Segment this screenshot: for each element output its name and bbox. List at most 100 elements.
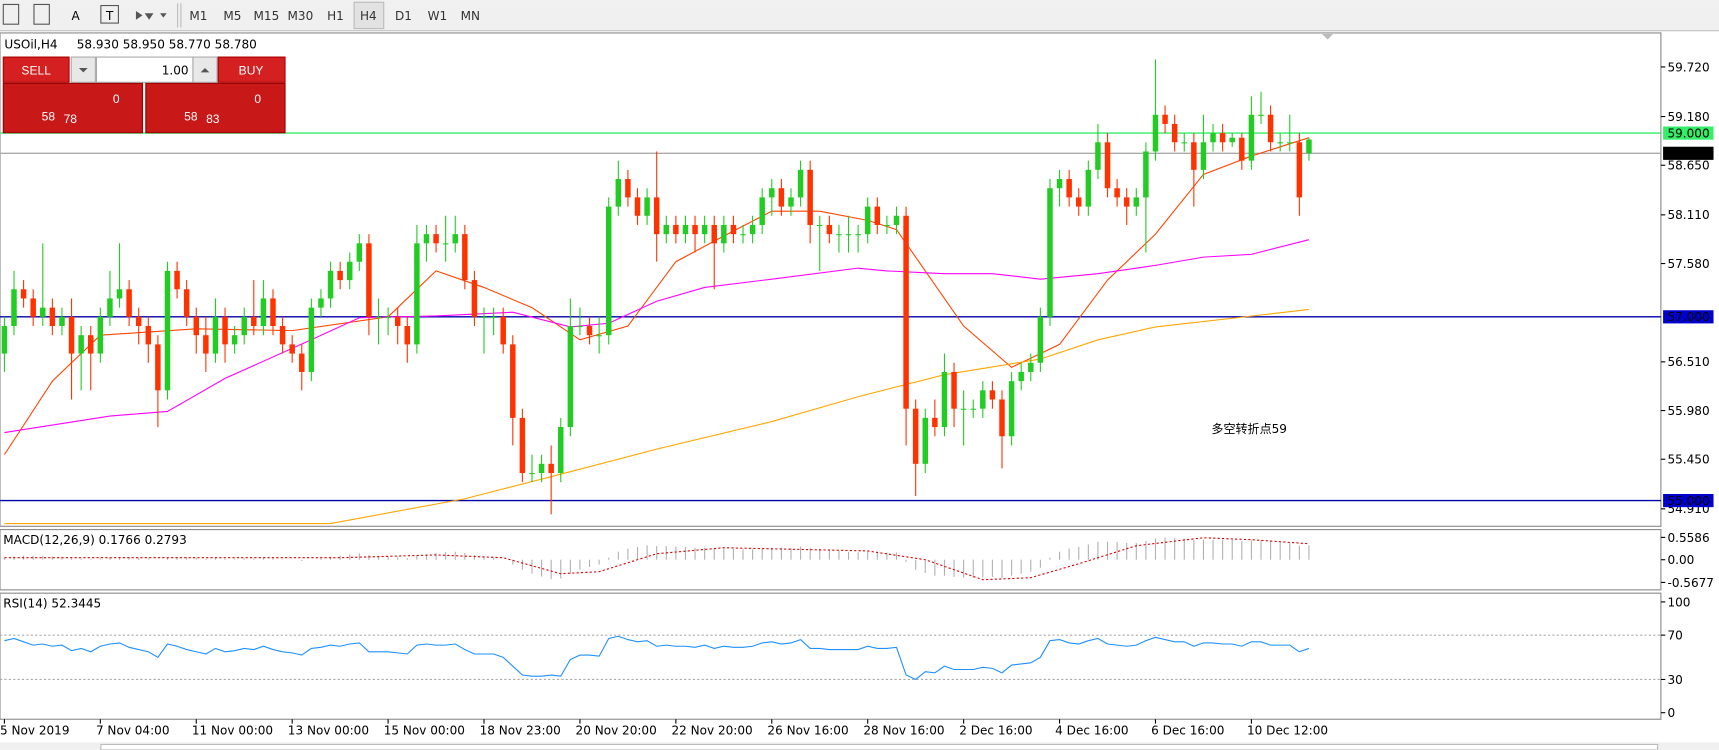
bid-box[interactable]	[2, 82, 144, 134]
price-tag-label: 57.000	[1667, 310, 1709, 324]
candle-body	[1306, 139, 1312, 154]
candle-body	[20, 289, 27, 299]
tool-text[interactable]: A	[72, 9, 81, 23]
candle-body	[711, 224, 717, 244]
timeframe[interactable]: M5	[223, 9, 241, 23]
timeframe[interactable]: H4	[360, 9, 377, 23]
candle-body	[644, 197, 650, 216]
candle-body	[932, 417, 938, 428]
candle-body	[442, 243, 449, 245]
y-tick-label: 55.980	[1667, 404, 1709, 418]
tool-icon[interactable]	[2, 3, 20, 25]
candle-body	[884, 224, 890, 227]
candle-body	[183, 289, 190, 317]
candle-body	[903, 215, 909, 409]
candle-body	[740, 234, 746, 236]
x-tick-label: 5 Nov 2019	[0, 724, 70, 738]
buy-label[interactable]: BUY	[239, 64, 264, 78]
indicator-title: RSI(14) 52.3445	[3, 596, 101, 610]
candle-body	[423, 234, 430, 244]
candle-body	[500, 316, 506, 345]
candle-body	[30, 298, 36, 317]
timeframe[interactable]: W1	[428, 9, 448, 23]
candle-body	[989, 390, 996, 400]
bid-small[interactable]: 0	[113, 92, 120, 106]
ask-main[interactable]: 83	[206, 112, 220, 126]
candle-body	[510, 344, 516, 418]
candle-body	[433, 234, 439, 244]
y-tick-label: 58.650	[1667, 159, 1709, 173]
candle-body	[1056, 179, 1063, 189]
candle-body	[692, 224, 698, 235]
candle-body	[1162, 114, 1168, 124]
sell-button[interactable]	[2, 56, 70, 83]
candle-body	[788, 197, 794, 207]
candle-body	[126, 289, 132, 317]
candle-body	[960, 408, 967, 410]
buy-button[interactable]	[217, 56, 286, 83]
timeframe[interactable]: M15	[254, 9, 280, 23]
candle-body	[980, 390, 986, 409]
lot-input[interactable]	[95, 56, 194, 83]
y-tick-label: 57.580	[1667, 257, 1709, 271]
candle-body	[548, 463, 554, 474]
candle-body	[1171, 123, 1178, 143]
candle-body	[327, 270, 334, 299]
timeframe[interactable]: M30	[288, 9, 314, 23]
tool-icon[interactable]	[135, 11, 167, 20]
price-tag-label: 59.000	[1667, 126, 1709, 140]
timeframe[interactable]: D1	[395, 9, 412, 23]
rsi-panel	[0, 592, 1662, 720]
scroll-thumb[interactable]	[100, 743, 1659, 750]
candle-body	[1028, 362, 1034, 372]
candle-body	[1008, 381, 1015, 437]
candle-body	[778, 188, 785, 207]
y-tick-label: 100	[1667, 595, 1690, 609]
y-tick-label: 0	[1667, 706, 1675, 720]
sell-label[interactable]: SELL	[21, 64, 51, 78]
candle-body	[999, 399, 1005, 437]
candle-body	[107, 298, 113, 317]
ask-small[interactable]: 0	[254, 92, 261, 106]
candle-body	[471, 280, 478, 317]
symbol: USOil,H4	[4, 37, 57, 51]
candle-body	[673, 224, 679, 235]
candle-body	[241, 316, 247, 336]
bid-big[interactable]: 58	[42, 110, 56, 124]
macd-panel	[0, 529, 1662, 591]
timeframe[interactable]: M1	[189, 9, 207, 23]
x-tick-label: 20 Nov 20:00	[576, 724, 657, 738]
timeframe-active	[353, 1, 385, 30]
candle-body	[11, 289, 17, 327]
ask-big[interactable]: 58	[184, 110, 198, 124]
candle-body	[759, 197, 765, 225]
lot-value[interactable]: 1.00	[162, 64, 189, 78]
arrow	[78, 68, 88, 73]
candle-body	[558, 427, 564, 474]
timeframe[interactable]: MN	[461, 9, 480, 23]
bid-main[interactable]: 78	[64, 112, 78, 126]
candle-body	[1095, 142, 1101, 170]
tool-icon[interactable]	[33, 3, 50, 25]
candle-body	[1229, 137, 1235, 143]
ask-box[interactable]	[145, 82, 286, 134]
y-tick-label: 56.510	[1667, 355, 1709, 369]
timeframe[interactable]: H1	[327, 9, 344, 23]
y-tick-label: 58.110	[1667, 208, 1709, 222]
candle-body	[222, 316, 228, 345]
candle-body	[346, 261, 353, 281]
candle-body	[337, 270, 343, 281]
x-tick-label: 2 Dec 16:00	[959, 724, 1032, 738]
tool-text[interactable]: T	[105, 9, 114, 23]
candle-body	[1037, 316, 1044, 363]
candle-body	[394, 316, 401, 327]
candle-body	[817, 224, 823, 227]
candle-body	[634, 197, 641, 216]
candle-body	[1219, 133, 1226, 143]
tool-icon[interactable]	[100, 4, 119, 24]
candle-body	[1181, 142, 1187, 144]
candle-body	[164, 270, 171, 391]
candle-body	[749, 224, 756, 235]
x-tick-label: 10 Dec 12:00	[1247, 724, 1328, 738]
